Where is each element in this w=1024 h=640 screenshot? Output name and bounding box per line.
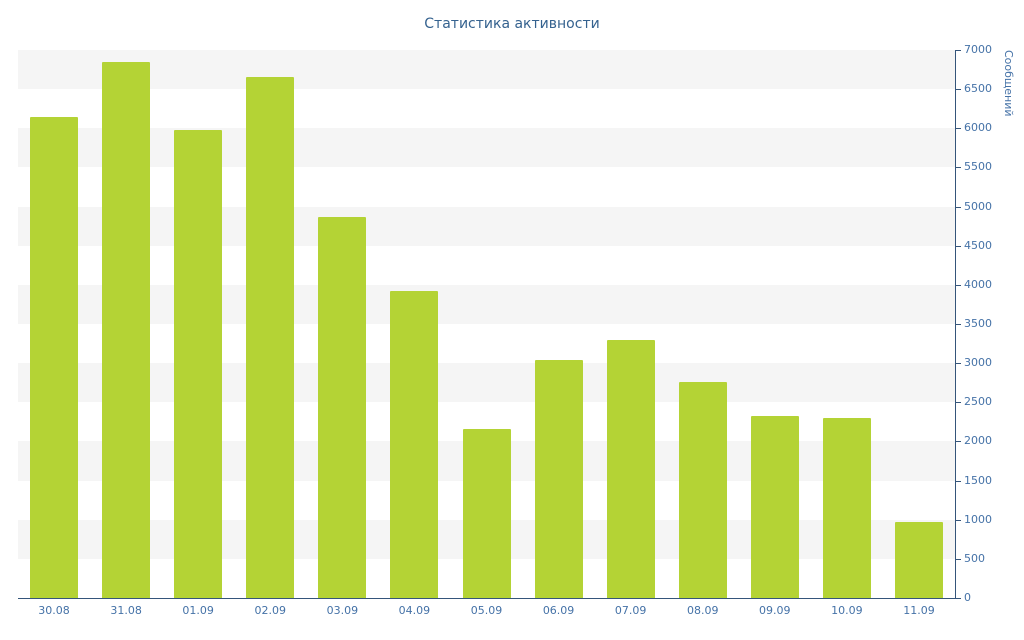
x-axis-label: 05.09 bbox=[470, 604, 503, 617]
bar-31.08[interactable] bbox=[102, 61, 151, 598]
y-axis-label: 5000 bbox=[964, 199, 992, 213]
bar-09.09[interactable] bbox=[750, 416, 799, 598]
bar-07.09[interactable] bbox=[606, 339, 655, 598]
x-axis-label: 06.09 bbox=[542, 604, 575, 617]
plot-band bbox=[18, 284, 955, 324]
x-axis-label: 30.08 bbox=[38, 604, 70, 617]
y-axis-label: 5500 bbox=[964, 160, 992, 174]
y-axis-label: 4000 bbox=[964, 277, 992, 291]
y-axis-label: 6000 bbox=[964, 121, 992, 135]
y-axis-label: 1000 bbox=[964, 512, 992, 526]
bar-02.09[interactable] bbox=[246, 77, 295, 598]
y-axis-label: 7000 bbox=[964, 43, 992, 56]
y-axis-label: 3500 bbox=[964, 317, 992, 330]
y-axis-label: 6500 bbox=[964, 82, 992, 96]
x-axis-label: 10.09 bbox=[831, 604, 863, 617]
y-axis-label: 0 bbox=[964, 591, 971, 604]
bar-30.08[interactable] bbox=[30, 116, 79, 598]
bar-05.09[interactable] bbox=[462, 428, 511, 598]
bar-06.09[interactable] bbox=[534, 360, 583, 598]
y-axis-label: 3000 bbox=[964, 356, 992, 370]
y-axis-label: 4500 bbox=[964, 238, 992, 252]
y-axis-label: 500 bbox=[964, 551, 985, 565]
plot-band bbox=[18, 363, 955, 403]
plot-band bbox=[18, 206, 955, 246]
y-axis-title: Сообщений bbox=[1002, 50, 1015, 117]
bar-11.09[interactable] bbox=[894, 522, 943, 598]
plot-band bbox=[18, 50, 955, 90]
x-axis-label: 07.09 bbox=[614, 604, 647, 617]
y-axis-label: 2500 bbox=[964, 395, 992, 409]
bar-10.09[interactable] bbox=[822, 417, 871, 598]
bar-08.09[interactable] bbox=[678, 381, 727, 598]
bar-04.09[interactable] bbox=[390, 291, 439, 598]
x-axis-label: 01.09 bbox=[182, 604, 214, 617]
chart-title: Статистика активности bbox=[424, 16, 600, 32]
x-axis-label: 11.09 bbox=[903, 604, 935, 617]
bar-01.09[interactable] bbox=[174, 129, 223, 598]
plot-band bbox=[18, 128, 955, 168]
x-axis-label: 04.09 bbox=[398, 604, 431, 617]
x-axis-label: 31.08 bbox=[110, 604, 142, 617]
y-axis-label: 2000 bbox=[964, 434, 992, 448]
y-axis-label: 1500 bbox=[964, 473, 992, 487]
bar-03.09[interactable] bbox=[318, 216, 367, 598]
x-axis-label: 09.09 bbox=[759, 604, 791, 617]
x-axis-label: 08.09 bbox=[686, 604, 719, 617]
x-axis-label: 03.09 bbox=[326, 604, 359, 617]
plot-area bbox=[18, 50, 956, 599]
x-axis-label: 02.09 bbox=[254, 604, 287, 617]
